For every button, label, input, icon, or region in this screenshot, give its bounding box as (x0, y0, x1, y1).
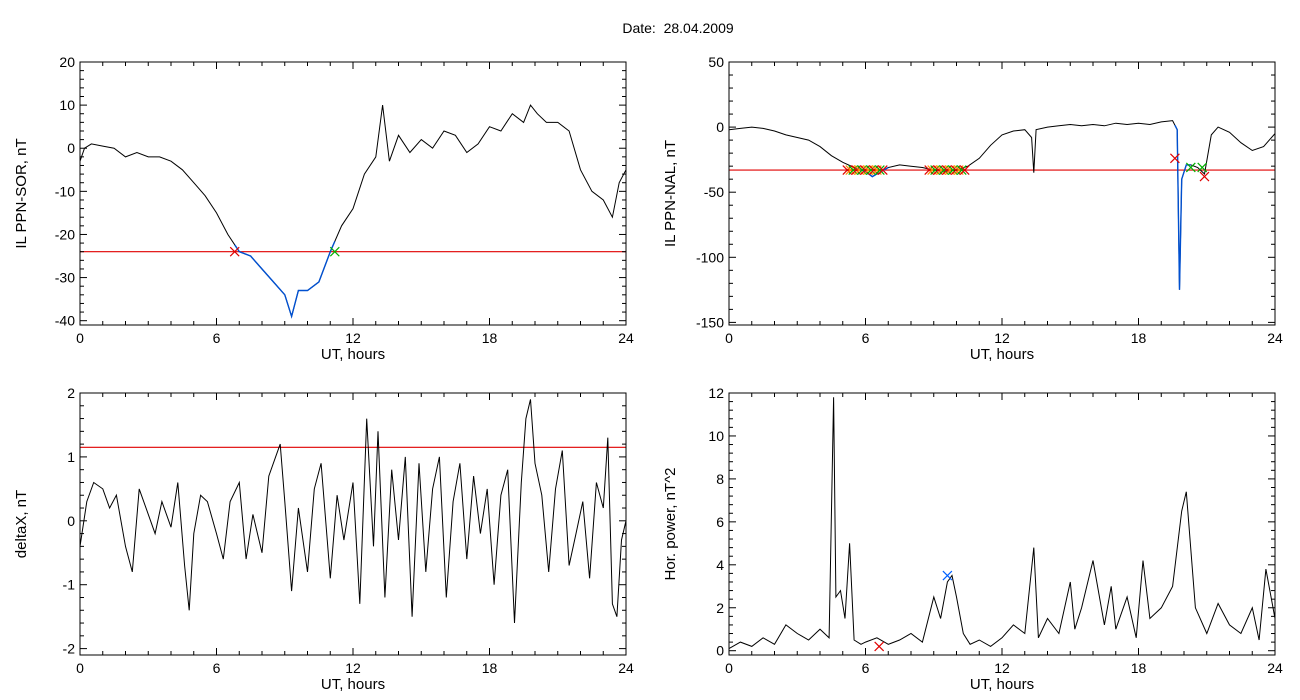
x-tick-label: 12 (994, 330, 1010, 346)
x-tick-label: 12 (994, 660, 1010, 676)
plot-frame (79, 61, 627, 326)
series-line (729, 397, 1275, 650)
plot-frame (728, 392, 1276, 656)
highlight-segment (1174, 124, 1191, 290)
x-axis-title: UT, hours (321, 346, 385, 363)
y-tick-label: -1 (63, 577, 76, 593)
y-axis-title: IL PPN-NAL, nT (662, 140, 679, 247)
y-tick-label: 0 (67, 513, 75, 529)
event-marker (1169, 153, 1180, 164)
event-marker (942, 570, 953, 581)
x-tick-label: 18 (482, 660, 498, 676)
series-line (729, 120, 1275, 290)
y-tick-label: 50 (708, 54, 724, 70)
y-tick-label: 20 (59, 54, 75, 70)
y-tick-label: 10 (708, 428, 724, 444)
plot-frame (728, 61, 1276, 326)
x-tick-label: 0 (725, 660, 733, 676)
y-tick-label: -150 (696, 314, 724, 330)
x-tick-label: 12 (345, 330, 361, 346)
y-tick-label: 10 (59, 97, 75, 113)
event-marker (1197, 162, 1208, 173)
event-marker (874, 641, 885, 652)
series-line (80, 104, 626, 319)
series-line (80, 399, 626, 624)
y-tick-label: 12 (708, 385, 724, 401)
event-marker (1185, 162, 1196, 173)
y-tick-label: 4 (716, 557, 724, 573)
x-tick-label: 24 (1267, 330, 1283, 346)
y-tick-label: 0 (716, 643, 724, 659)
threshold-marker (877, 165, 888, 175)
page-title: Date: 28.04.2009 (622, 20, 734, 36)
x-axis-title: UT, hours (970, 676, 1034, 693)
y-axis-title: deltaX, nT (13, 490, 30, 558)
threshold-marker (874, 165, 885, 175)
x-tick-label: 18 (1131, 660, 1147, 676)
y-tick-label: 8 (716, 471, 724, 487)
panel-il-nal: 0 6 12 18 24 -150 -100 -50 0 50 UT, hours IL PPN-NA… (662, 54, 1283, 363)
y-tick-label: 2 (716, 600, 724, 616)
y-tick-label: 1 (67, 449, 75, 465)
x-tick-label: 18 (1131, 330, 1147, 346)
y-tick-label: -10 (55, 183, 75, 199)
x-tick-label: 24 (618, 330, 634, 346)
x-tick-label: 6 (213, 660, 221, 676)
y-tick-label: 0 (67, 140, 75, 156)
x-tick-label: 0 (76, 330, 84, 346)
x-tick-label: 0 (76, 660, 84, 676)
threshold-marker (959, 165, 970, 175)
y-tick-label: 2 (67, 385, 75, 401)
y-tick-label: 0 (716, 119, 724, 135)
x-tick-label: 12 (345, 660, 361, 676)
x-tick-label: 24 (1267, 660, 1283, 676)
y-axis-title: IL PPN-SOR, nT (13, 138, 30, 248)
y-tick-label: -40 (55, 313, 75, 329)
x-tick-label: 0 (725, 330, 733, 346)
panel-il-sor: 0 6 12 18 24 -40 -30 -20 -10 0 10 20 UT, hours IL PPN… (13, 54, 634, 363)
x-tick-label: 6 (862, 330, 870, 346)
y-tick-label: -100 (696, 249, 724, 265)
y-tick-label: 6 (716, 514, 724, 530)
y-tick-label: -50 (704, 184, 724, 200)
x-axis-title: UT, hours (970, 346, 1034, 363)
threshold-marker (956, 165, 967, 175)
event-marker (329, 246, 340, 257)
event-marker (229, 246, 240, 257)
y-tick-label: -30 (55, 270, 75, 286)
event-marker (1199, 171, 1210, 182)
y-tick-label: -2 (63, 641, 76, 657)
y-axis-title: Hor. power, nT^2 (662, 468, 679, 581)
x-tick-label: 6 (213, 330, 221, 346)
x-axis-title: UT, hours (321, 676, 385, 693)
highlight-segment (234, 241, 336, 319)
x-tick-label: 24 (618, 660, 634, 676)
y-tick-label: -20 (55, 226, 75, 242)
x-tick-label: 18 (482, 330, 498, 346)
x-tick-label: 6 (862, 660, 870, 676)
